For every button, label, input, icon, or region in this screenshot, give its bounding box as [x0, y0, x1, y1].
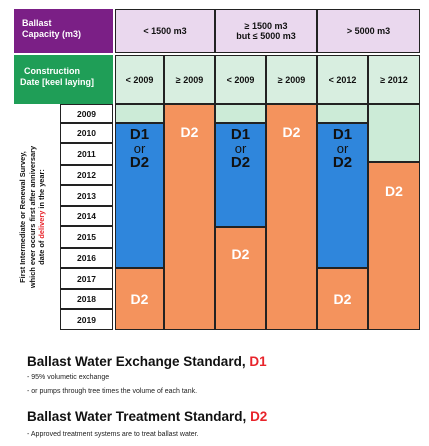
- date-label-2: ≥ 2009: [175, 74, 204, 85]
- col6-top-blank: [368, 104, 420, 162]
- col2-d2-label: D2: [180, 124, 199, 140]
- year-2014: 2014: [60, 206, 113, 226]
- d2-title-text: Ballast Water Treatment Standard,: [27, 409, 251, 424]
- col1-top-blank: [115, 104, 164, 123]
- col1-d1-or-d2-block: D1 or D2: [115, 123, 164, 268]
- survey-label-line2: which ever occurs first after anniversar…: [27, 145, 37, 289]
- capacity-cell-2: ≥ 1500 m3 but ≤ 5000 m3: [215, 9, 317, 53]
- capacity-cell-3: > 5000 m3: [317, 9, 420, 53]
- capacity-label-3: > 5000 m3: [346, 26, 391, 36]
- date-label-3: < 2009: [226, 74, 255, 85]
- date-cell-2: ≥ 2009: [164, 55, 215, 104]
- date-label-1: < 2009: [125, 74, 154, 85]
- construction-title: Construction: [24, 66, 80, 76]
- col6-d2-block: D2: [368, 162, 420, 330]
- year-2016: 2016: [60, 248, 113, 268]
- col3-d2-text: D2: [230, 154, 251, 171]
- col5-d1-or-d2-label: D1 or D2: [332, 126, 353, 171]
- year-column: 2009 2010 2011 2012 2013 2014 2015 2016 …: [60, 104, 113, 330]
- col6-d2-label: D2: [385, 183, 403, 199]
- col3-or-text: or: [234, 141, 247, 156]
- col1-d2-label: D2: [130, 291, 149, 307]
- year-2009: 2009: [60, 104, 113, 123]
- capacity-label-2a: ≥ 1500 m3: [244, 21, 288, 31]
- d1-note-1: - 95% volumetic exchange: [27, 374, 110, 381]
- survey-label-box: First Intermediate or Renewal Survey, wh…: [14, 104, 58, 330]
- construction-date-header: Construction Date [keel laying]: [14, 55, 113, 104]
- col5-top-blank: [317, 104, 368, 123]
- col5-d1-or-d2-block: D1 or D2: [317, 123, 368, 268]
- col5-or-text: or: [336, 141, 349, 156]
- date-label-5: < 2012: [328, 74, 357, 85]
- col4-d2-label: D2: [282, 124, 301, 140]
- date-cell-1: < 2009: [115, 55, 164, 104]
- col3-d2-label: D2: [231, 246, 250, 262]
- d2-note-1: - Approved treatment systems are to trea…: [27, 431, 199, 438]
- year-2019: 2019: [60, 309, 113, 330]
- survey-label-line3: date of delivery in the year:: [37, 108, 47, 326]
- col3-d1-text: D1: [230, 126, 251, 143]
- ballast-unit: Capacity (m3): [22, 29, 82, 39]
- col5-d2-text: D2: [332, 154, 353, 171]
- col3-d1-or-d2-block: D1 or D2: [215, 123, 266, 227]
- col3-top-blank: [215, 104, 266, 123]
- survey-label-post: in the year:: [37, 169, 46, 211]
- survey-label-pre: date of: [37, 238, 46, 265]
- col1-d2-block: D2: [115, 268, 164, 330]
- delivery-word: delivery: [37, 210, 46, 239]
- col3-d2-block: D2: [215, 227, 266, 330]
- d1-note-2: - or pumps through tree times the volume…: [27, 388, 198, 395]
- col5-d1-text: D1: [332, 126, 353, 143]
- col5-d2-label: D2: [333, 291, 352, 307]
- survey-label: First Intermediate or Renewal Survey, wh…: [18, 108, 47, 326]
- date-label-6: ≥ 2012: [380, 74, 408, 85]
- col3-d1-or-d2-label: D1 or D2: [230, 126, 251, 171]
- year-2015: 2015: [60, 226, 113, 248]
- d1-standard-title: Ballast Water Exchange Standard, D1: [27, 354, 267, 369]
- year-2012: 2012: [60, 165, 113, 185]
- year-2011: 2011: [60, 143, 113, 165]
- construction-sub: Date [keel laying]: [20, 77, 95, 87]
- col1-d1-or-d2-label: D1 or D2: [129, 126, 150, 171]
- col1-d2-text: D2: [129, 154, 150, 171]
- d2-code: D2: [250, 409, 268, 424]
- date-cell-6: ≥ 2012: [368, 55, 420, 104]
- date-cell-5: < 2012: [317, 55, 368, 104]
- date-label-4: ≥ 2009: [277, 74, 306, 85]
- col1-d1-text: D1: [129, 126, 150, 143]
- col4-d2-block: D2: [266, 104, 317, 330]
- capacity-cell-1: < 1500 m3: [115, 9, 215, 53]
- col2-d2-block: D2: [164, 104, 215, 330]
- col5-d2-block: D2: [317, 268, 368, 330]
- year-2018: 2018: [60, 289, 113, 309]
- capacity-label-1: < 1500 m3: [143, 26, 187, 36]
- capacity-label-2b: but ≤ 5000 m3: [236, 31, 296, 41]
- date-cell-3: < 2009: [215, 55, 266, 104]
- ballast-title: Ballast: [22, 18, 52, 28]
- d2-standard-title: Ballast Water Treatment Standard, D2: [27, 409, 267, 424]
- ballast-capacity-header: Ballast Capacity (m3): [14, 9, 113, 53]
- year-2017: 2017: [60, 268, 113, 289]
- survey-label-line1: First Intermediate or Renewal Survey,: [18, 151, 27, 283]
- year-2010: 2010: [60, 123, 113, 143]
- d1-title-text: Ballast Water Exchange Standard,: [27, 354, 250, 369]
- col1-or-text: or: [133, 141, 146, 156]
- d1-code: D1: [249, 354, 267, 369]
- year-2013: 2013: [60, 185, 113, 206]
- date-cell-4: ≥ 2009: [266, 55, 317, 104]
